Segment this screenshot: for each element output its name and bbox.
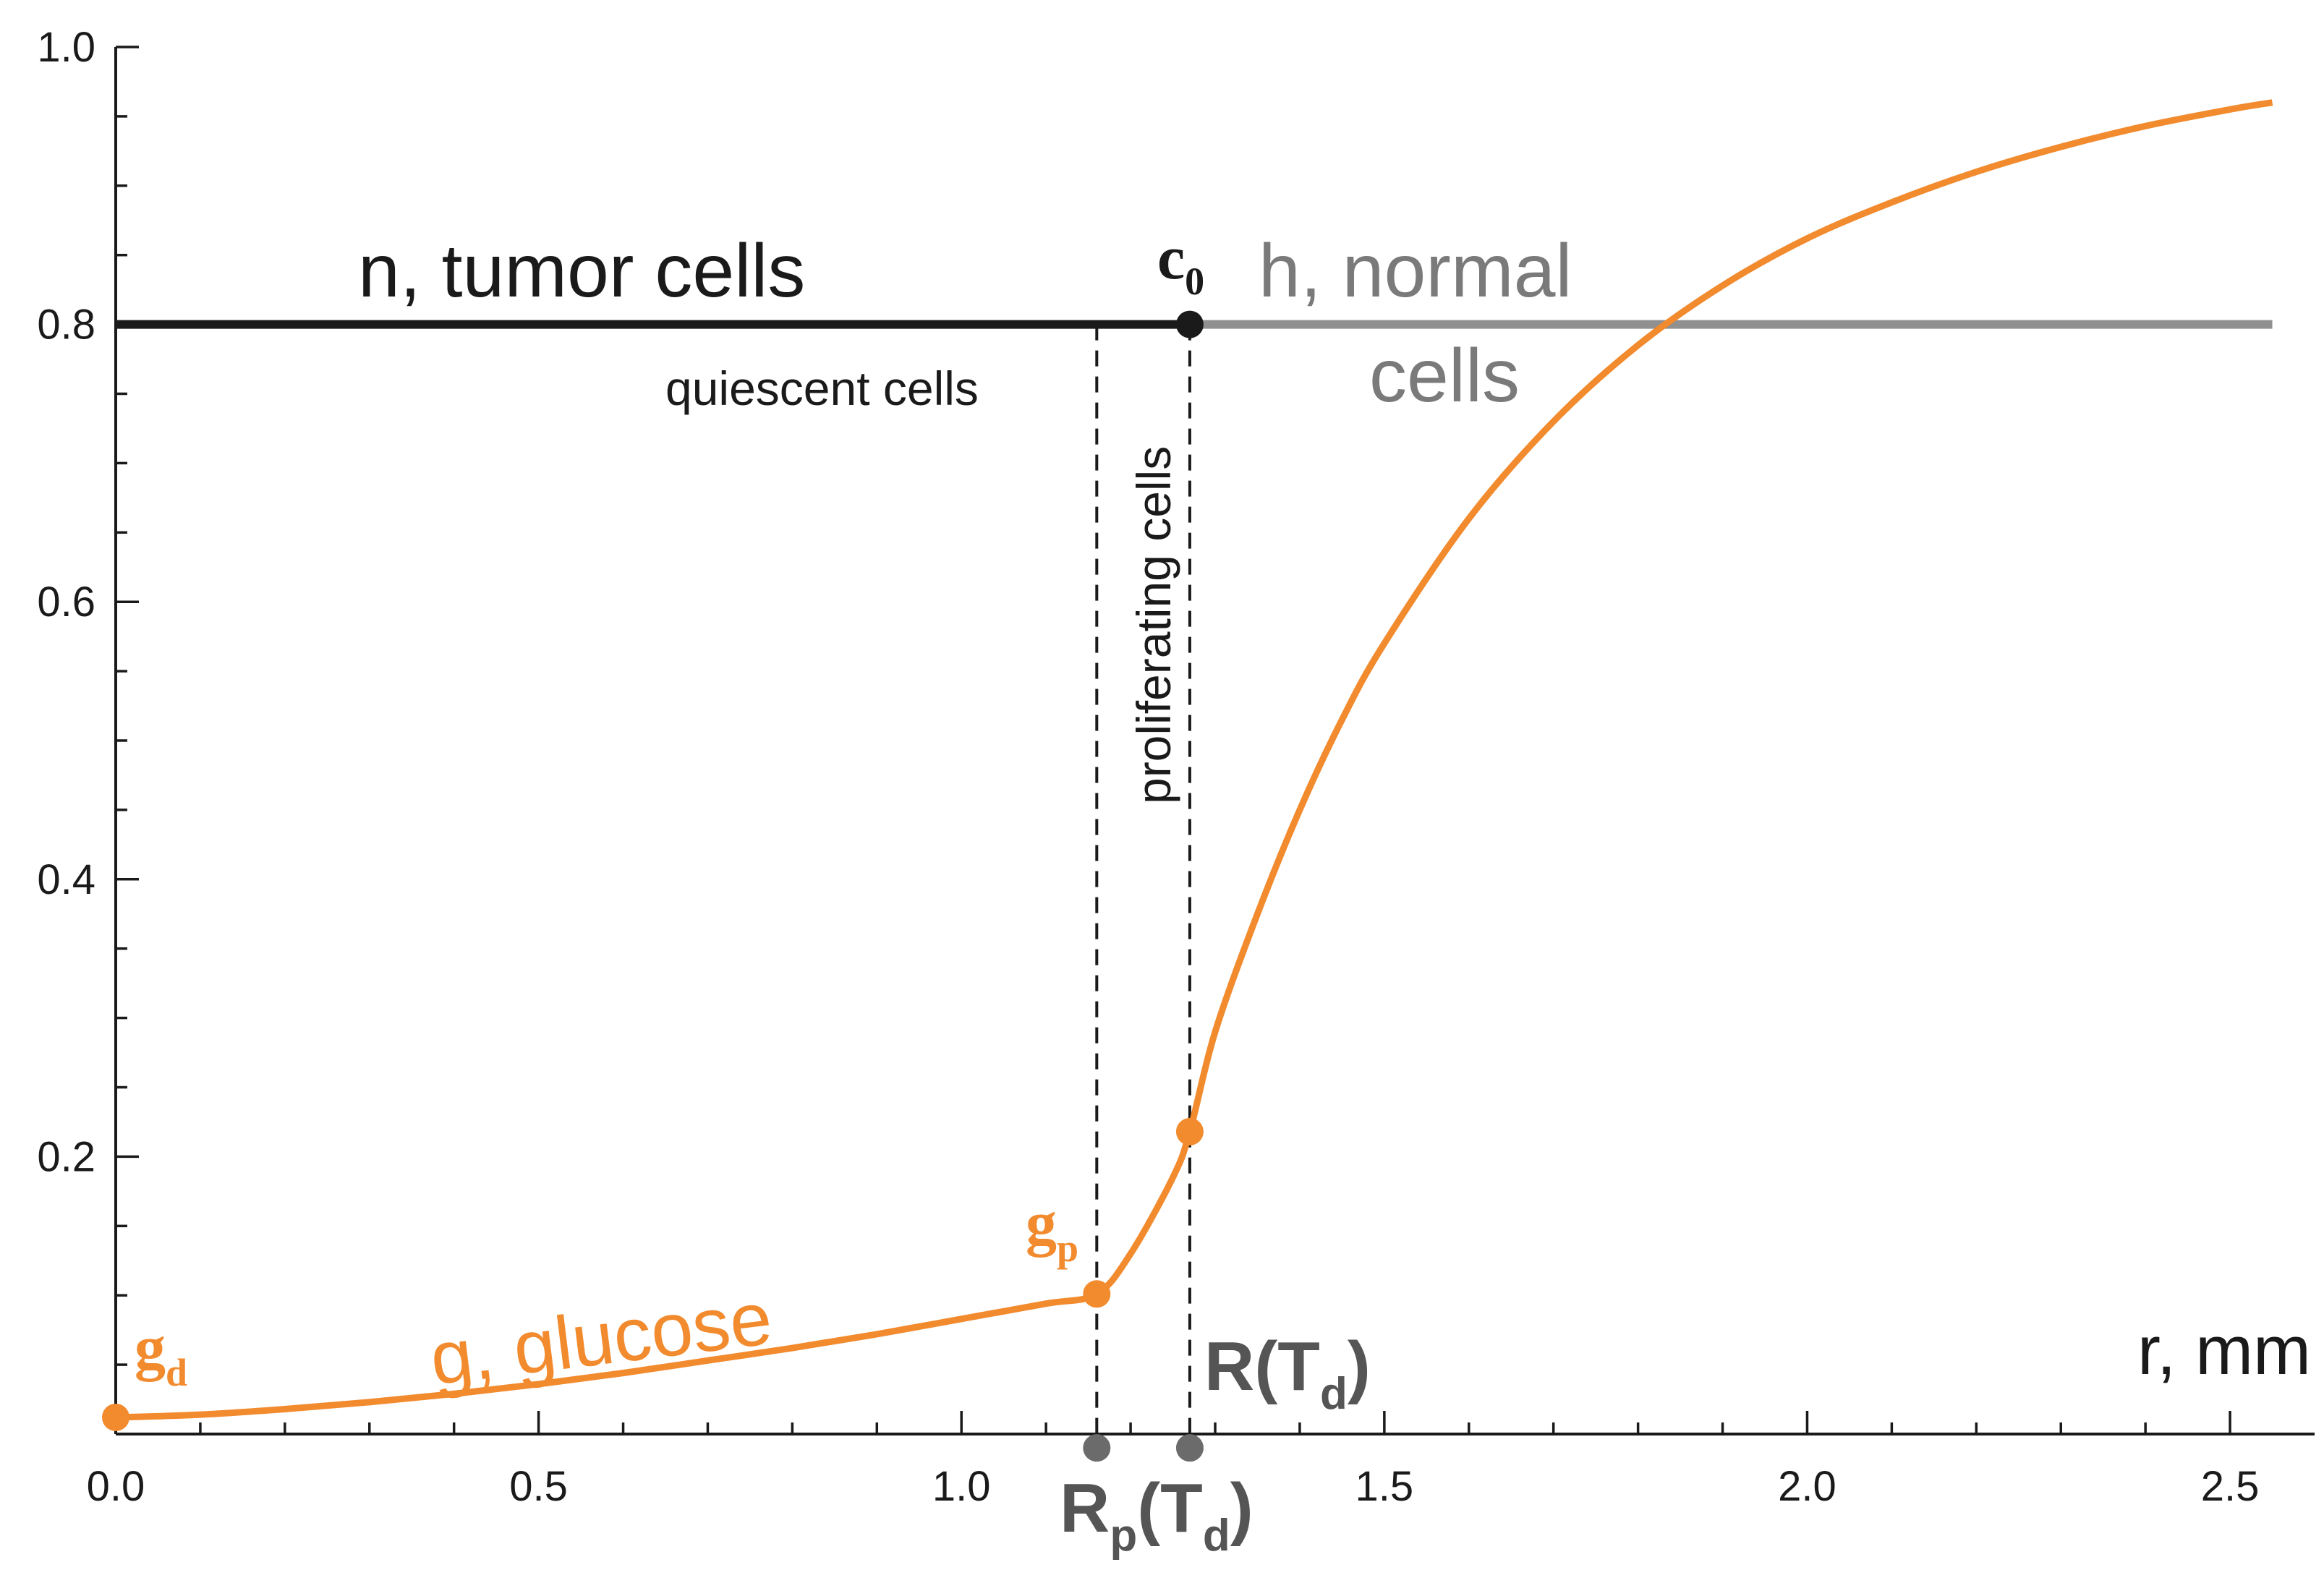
point-glucose-at-r	[1175, 1117, 1204, 1145]
x-tick-label: 2.5	[2201, 1463, 2260, 1510]
x-tick-label: 1.5	[1355, 1463, 1414, 1510]
x-tick-label: 0.5	[509, 1463, 568, 1510]
x-tick-label: 2.0	[1778, 1463, 1836, 1510]
y-tick-label: 1.0	[37, 24, 95, 71]
gd-label: gd	[135, 1313, 187, 1394]
c0-label: c0	[1157, 223, 1204, 303]
points	[102, 310, 1204, 1462]
point-rp-axis-marker	[1083, 1434, 1111, 1462]
glucose-label: g, glucose	[426, 1276, 777, 1402]
boundary-lines	[1095, 324, 1191, 1434]
Rp-Td-label: Rp(Td)	[1060, 1469, 1253, 1561]
point-g_p	[1083, 1280, 1111, 1308]
normal-cells-label-line2: cells	[1369, 334, 1520, 418]
tumor-cells-label: n, tumor cells	[358, 229, 805, 313]
quiescent-cells-label: quiescent cells	[665, 362, 979, 415]
x-tick-label: 1.0	[932, 1463, 991, 1510]
x-axis-title: r, mm	[2137, 1312, 2311, 1389]
point-g_d	[102, 1403, 129, 1431]
proliferating-cells-label: proliferating cells	[1127, 446, 1180, 804]
y-tick-label: 0.6	[37, 579, 95, 626]
annotations: n, tumor cells h, normal cells quiescent…	[135, 223, 2311, 1561]
series	[115, 99, 2273, 1421]
y-tick-label: 0.4	[37, 856, 95, 903]
normal-cells-label-line1: h, normal	[1259, 229, 1572, 313]
series-g-line	[115, 99, 2273, 1421]
x-tick-label: 0.0	[87, 1463, 145, 1510]
point-r-axis-marker	[1175, 1434, 1204, 1462]
y-tick-label: 0.8	[37, 302, 95, 349]
y-tick-label: 0.2	[37, 1133, 95, 1180]
point-c0	[1175, 310, 1204, 338]
R-Td-label: R(Td)	[1204, 1328, 1371, 1419]
gp-label: gp	[1026, 1188, 1078, 1270]
ticks: 0.2 0.4 0.6 0.8 1.0 0.0 0.5 1.0 1.5 2.0 2.5	[37, 24, 2259, 1510]
